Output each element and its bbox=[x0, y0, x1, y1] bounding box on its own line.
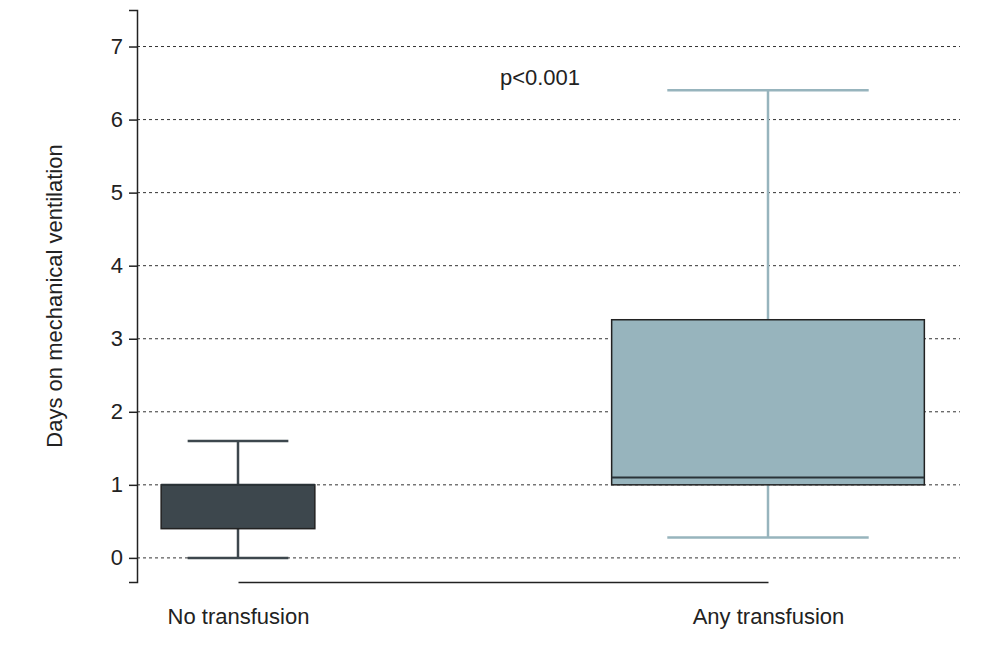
x-tick: No transfusion bbox=[168, 582, 310, 629]
whisker-high bbox=[237, 441, 240, 485]
y-tick-mark bbox=[129, 412, 137, 414]
y-tick-mark bbox=[129, 119, 137, 121]
y-axis-title: Days on mechanical ventilation bbox=[42, 144, 67, 447]
marks bbox=[161, 90, 924, 558]
box-group bbox=[161, 441, 315, 558]
x-axis: No transfusion Any transfusion bbox=[168, 582, 845, 629]
median bbox=[612, 477, 925, 479]
box bbox=[161, 485, 315, 529]
grid-line bbox=[137, 265, 960, 266]
y-tick: 2 bbox=[111, 399, 137, 424]
box bbox=[612, 320, 925, 485]
grid bbox=[137, 47, 960, 558]
y-tick-mark bbox=[129, 265, 137, 267]
median bbox=[161, 484, 315, 486]
y-tick-mark bbox=[129, 485, 137, 487]
y-tick-mark bbox=[129, 192, 137, 194]
y-tick: 1 bbox=[111, 472, 137, 497]
y-tick: 3 bbox=[111, 326, 137, 351]
y-tick: 7 bbox=[111, 34, 137, 59]
grid-line bbox=[137, 192, 960, 193]
y-tick-label: 0 bbox=[111, 545, 123, 570]
y-tick-mark bbox=[129, 46, 137, 48]
grid-line bbox=[137, 46, 960, 47]
y-tick-label: 7 bbox=[111, 34, 123, 59]
y-axis: 0 1 2 3 4 5 6 7 bbox=[111, 11, 138, 583]
y-tick-label: 4 bbox=[111, 253, 123, 278]
whisker-cap-high bbox=[188, 440, 289, 443]
y-tick-mark bbox=[129, 558, 137, 560]
y-tick-label: 3 bbox=[111, 326, 123, 351]
y-tick-label: 2 bbox=[111, 399, 123, 424]
plot: 0 1 2 3 4 5 6 7 No transfusion Any transfusion bbox=[111, 11, 960, 629]
y-tick: 5 bbox=[111, 180, 137, 205]
y-tick-label: 1 bbox=[111, 472, 123, 497]
grid-line bbox=[137, 119, 960, 120]
grid-line bbox=[137, 557, 960, 558]
y-tick: 0 bbox=[111, 545, 137, 570]
whisker-cap-high bbox=[667, 89, 868, 92]
y-tick-mark bbox=[129, 338, 137, 340]
whisker-cap-low bbox=[667, 536, 868, 539]
annotation: p<0.001 bbox=[500, 65, 580, 90]
y-tick: 6 bbox=[111, 107, 137, 132]
whisker-low bbox=[237, 529, 240, 558]
y-axis-line bbox=[129, 11, 138, 583]
whisker-low bbox=[767, 485, 770, 538]
x-tick-label: Any transfusion bbox=[693, 604, 845, 629]
chart: 0 1 2 3 4 5 6 7 No transfusion Any transfusion Day… bbox=[0, 0, 1000, 666]
whisker-cap-low bbox=[188, 557, 289, 560]
x-tick-label: No transfusion bbox=[168, 604, 310, 629]
y-tick-label: 5 bbox=[111, 180, 123, 205]
x-axis-line bbox=[239, 582, 769, 584]
y-tick: 4 bbox=[111, 253, 137, 278]
whisker-high bbox=[767, 90, 770, 319]
box-group bbox=[612, 90, 925, 537]
y-tick-label: 6 bbox=[111, 107, 123, 132]
x-tick: Any transfusion bbox=[693, 582, 845, 629]
